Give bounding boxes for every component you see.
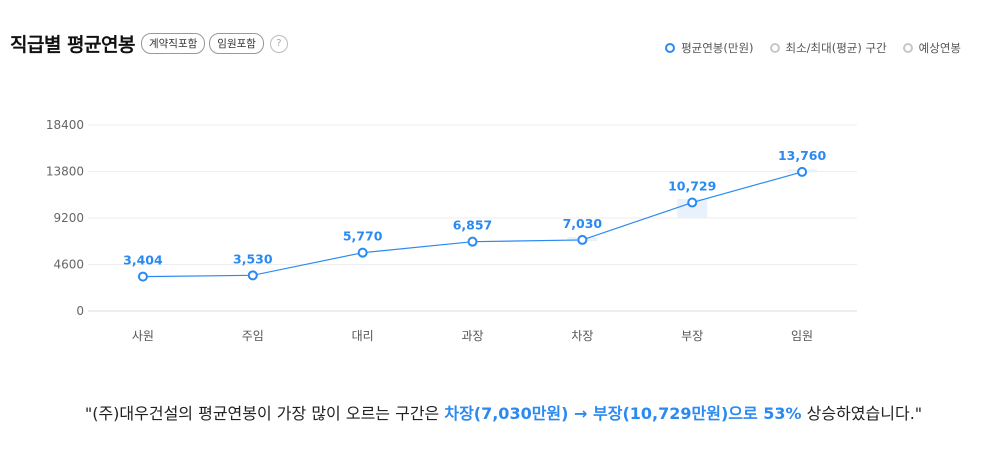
question-icon[interactable]: ? — [269, 34, 288, 53]
x-tick-label: 대리 — [352, 329, 374, 343]
legend-label: 평균연봉(만원) — [681, 41, 754, 55]
legend-dot-icon — [902, 43, 913, 53]
summary-suffix: 상승하였습니다." — [801, 404, 923, 423]
data-label: 3,404 — [123, 253, 163, 268]
data-label: 3,530 — [233, 251, 273, 266]
min-max-range-band — [677, 198, 708, 218]
data-label: 7,030 — [563, 216, 603, 231]
executive-included-tag[interactable]: 임원포함 — [209, 33, 264, 54]
legend-dot-icon — [665, 43, 676, 53]
x-tick-label: 과장 — [461, 329, 483, 343]
contract-included-tag[interactable]: 계약직포함 — [140, 33, 206, 54]
chart-header: 직급별 평균연봉 계약직포함 임원포함 ? — [10, 30, 288, 57]
summary-sentence: "(주)대우건설의 평균연봉이 가장 많이 오르는 구간은 차장(7,030만원… — [0, 400, 1007, 424]
data-point — [467, 236, 478, 247]
data-point — [797, 166, 808, 177]
x-tick-label: 부장 — [681, 329, 703, 343]
y-tick-label: 4600 — [53, 258, 84, 272]
data-point — [137, 271, 148, 282]
x-tick-label: 차장 — [571, 329, 593, 343]
legend-item-expected-salary[interactable]: 예상연봉 — [902, 40, 961, 56]
data-point — [357, 247, 368, 258]
data-label: 6,857 — [453, 218, 493, 233]
summary-highlight: 차장(7,030만원) → 부장(10,729만원)으로 53% — [444, 404, 802, 423]
summary-prefix: "(주)대우건설의 평균연봉이 가장 많이 오르는 구간은 — [84, 404, 445, 423]
data-label: 5,770 — [343, 229, 383, 244]
x-tick-label: 주임 — [242, 329, 264, 343]
legend-label: 예상연봉 — [918, 41, 961, 55]
y-tick-label: 18400 — [46, 118, 84, 132]
data-label: 10,729 — [668, 179, 716, 194]
salary-line-chart: 0 4600 9200 13800 18400 사원 주임 대리 과장 차장 부장 임원 3,404 3,… — [46, 118, 857, 343]
legend-item-average-salary[interactable]: 평균연봉(만원) — [665, 40, 754, 56]
data-point — [687, 197, 698, 208]
legend-dot-icon — [769, 43, 780, 53]
data-point — [247, 270, 258, 281]
legend-item-min-max-range[interactable]: 최소/최대(평균) 구간 — [769, 40, 887, 56]
page-title: 직급별 평균연봉 — [10, 34, 135, 56]
x-tick-label: 임원 — [791, 329, 813, 343]
data-label: 13,760 — [778, 148, 827, 163]
x-tick-label: 사원 — [132, 329, 154, 343]
y-tick-label: 9200 — [53, 211, 84, 225]
y-tick-label: 13800 — [46, 165, 84, 179]
chart-legend: 평균연봉(만원) 최소/최대(평균) 구간 예상연봉 — [649, 40, 961, 56]
legend-label: 최소/최대(평균) 구간 — [785, 41, 887, 55]
y-tick-label: 0 — [76, 304, 84, 318]
data-point — [577, 234, 588, 245]
